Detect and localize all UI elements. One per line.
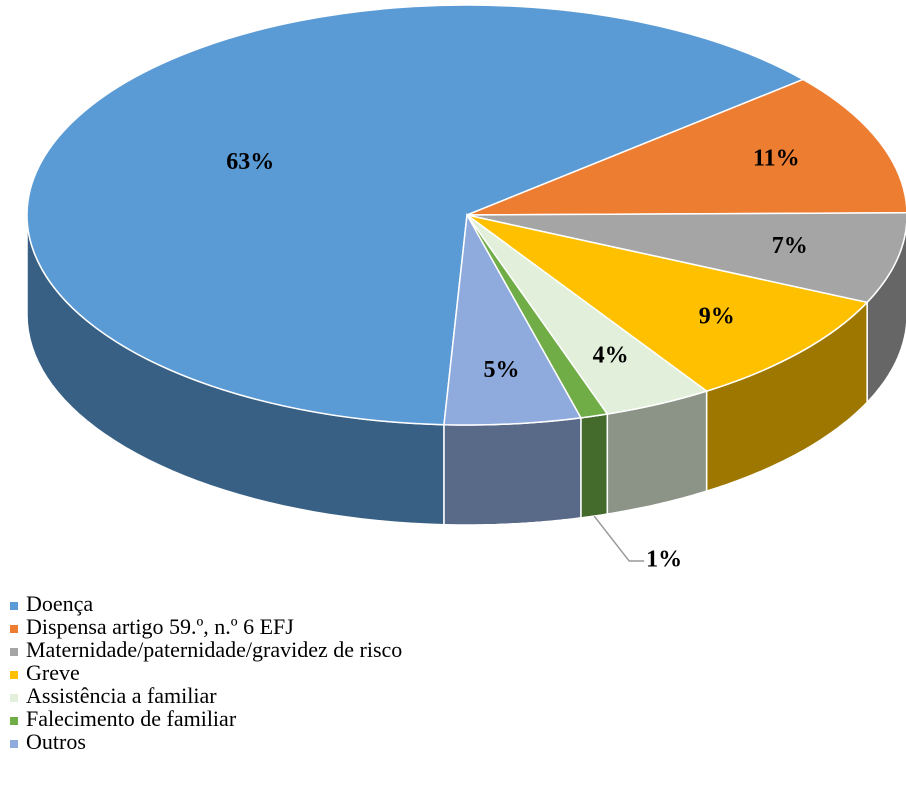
- data-label: 4%: [593, 342, 629, 368]
- pie-tops: [26, 4, 906, 426]
- legend-label: Greve: [26, 660, 80, 685]
- data-label: 63%: [226, 149, 274, 175]
- data-label: 11%: [753, 146, 800, 172]
- legend-swatch: [10, 648, 18, 656]
- legend-label: Dispensa artigo 59.º, n.º 6 EFJ: [26, 614, 294, 639]
- legend-label: Doença: [26, 591, 93, 616]
- pie-slice: [443, 212, 583, 426]
- legend-label: Maternidade/paternidade/gravidez de risc…: [26, 637, 402, 662]
- legend-label: Outros: [26, 729, 86, 754]
- data-label: 1%: [646, 547, 682, 573]
- legend-swatch: [10, 671, 18, 679]
- legend-label: Assistência a familiar: [26, 683, 217, 708]
- legend-swatch: [10, 694, 18, 702]
- data-label: 7%: [772, 233, 808, 259]
- legend-swatch: [10, 740, 18, 748]
- legend-swatch: [10, 602, 18, 610]
- legend-swatch: [10, 717, 18, 725]
- legend-label: Falecimento de familiar: [26, 706, 237, 731]
- pie-slice: [466, 212, 906, 304]
- data-label: 5%: [483, 357, 519, 383]
- leader-line: [593, 515, 645, 562]
- pie-slice: [466, 214, 869, 392]
- data-label: 9%: [699, 303, 735, 329]
- pie-side: [443, 416, 582, 526]
- pie-side: [580, 413, 609, 519]
- legend-swatch: [10, 625, 18, 633]
- pie-slice: [26, 4, 805, 426]
